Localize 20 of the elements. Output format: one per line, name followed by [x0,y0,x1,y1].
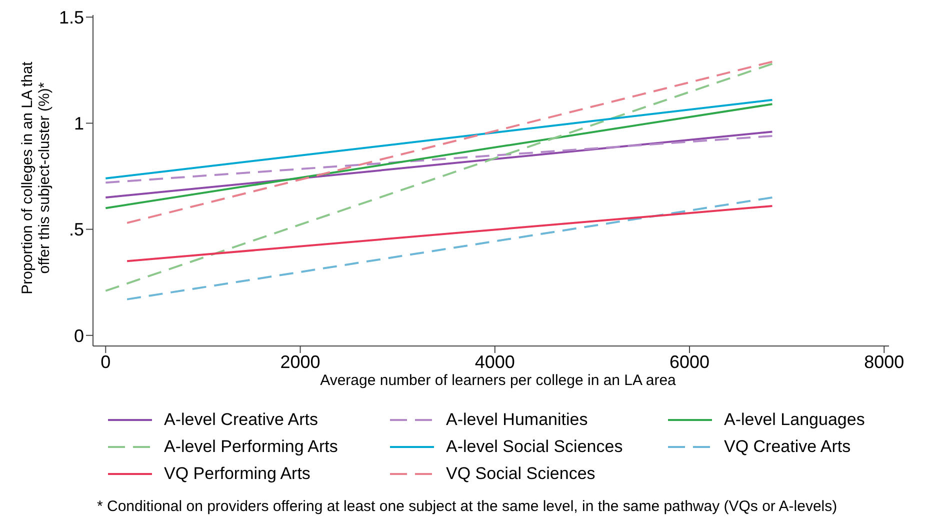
legend-label: A-level Languages [724,410,865,430]
y-tick-label: 1.5 [58,8,84,28]
x-tick-label: 2000 [280,352,320,372]
y-tick-label: .5 [68,220,84,240]
y-tick-label: 1 [74,114,84,134]
legend-label: A-level Performing Arts [164,437,338,457]
y-tick-label: 0 [74,326,84,346]
legend-label: VQ Creative Arts [724,437,851,457]
legend-label: A-level Humanities [446,410,588,430]
y-axis-title: Proportion of colleges in an LA that offer this subject-cluster (%)* [19,60,53,296]
x-tick-label: 4000 [474,352,515,372]
x-tick-label: 6000 [669,352,710,372]
legend-label: VQ Social Sciences [446,464,596,484]
legend-label: A-level Creative Arts [164,410,318,430]
legend-label: A-level Social Sciences [446,437,623,457]
x-tick-label: 0 [100,352,111,372]
x-axis-title: Average number of learners per college in an LA area [319,372,677,389]
legend-label: VQ Performing Arts [164,464,310,484]
x-tick-label: 8000 [864,352,904,372]
text: * Conditional on providers offering at least one subject at the same level, in the same pathway (VQs or A-levels) [97,498,838,515]
